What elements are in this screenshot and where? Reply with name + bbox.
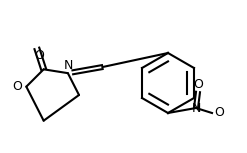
Text: O: O (214, 106, 224, 119)
Text: N: N (191, 101, 201, 114)
Text: O: O (12, 80, 22, 93)
Text: N: N (64, 59, 74, 72)
Text: O: O (34, 49, 44, 62)
Text: O: O (193, 78, 203, 91)
